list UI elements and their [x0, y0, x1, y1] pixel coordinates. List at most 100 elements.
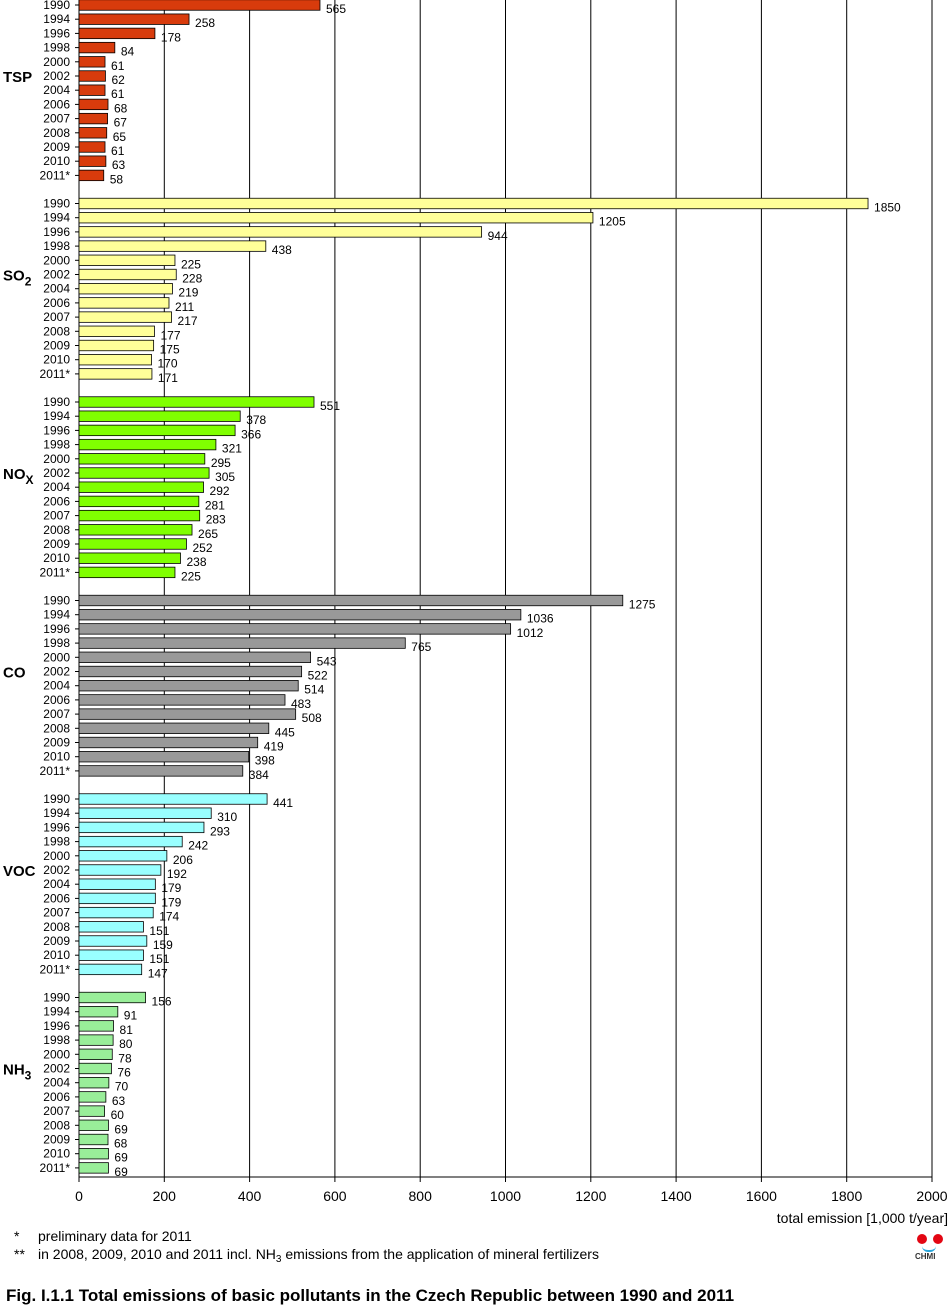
bar-co [78, 680, 299, 692]
year-label: 2010 [43, 154, 70, 168]
bar-value-label: 283 [206, 513, 226, 527]
bar-value-label: 61 [111, 87, 125, 101]
year-label: 2002 [43, 466, 70, 480]
bar-value-label: 292 [210, 484, 230, 498]
pollutant-name: SO [3, 268, 25, 285]
year-label: 2009 [43, 1133, 70, 1147]
year-label: 2010 [43, 948, 70, 962]
bar-no [78, 538, 187, 550]
bar-no [78, 524, 193, 536]
year-label: 2008 [43, 126, 70, 140]
year-label: 1990 [43, 594, 70, 608]
year-label: 1994 [43, 211, 70, 225]
year-label: 1996 [43, 1019, 70, 1033]
bar-so [78, 283, 173, 295]
year-label: 1998 [43, 41, 70, 55]
footnote-dstar-pre: in 2008, 2009, 2010 and 2011 incl. NH [38, 1246, 276, 1262]
bar-so [78, 254, 176, 266]
bar-value-label: 178 [161, 30, 181, 44]
bar-value-label: 171 [158, 371, 178, 385]
bar-nh [78, 1006, 119, 1018]
bar-co [78, 665, 303, 678]
year-label: 1998 [43, 239, 70, 253]
bar-value-label: 206 [173, 853, 193, 867]
year-label: 2006 [43, 891, 70, 905]
year-label: 2007 [43, 310, 70, 324]
bar-voc [78, 821, 205, 834]
footnote-preliminary: * preliminary data for 2011 [14, 1228, 192, 1244]
year-label: 2011* [40, 962, 71, 976]
bar-value-label: 1275 [629, 598, 656, 612]
bar-tsp [78, 84, 106, 96]
bar-value-label: 310 [217, 810, 237, 824]
bar-value-label: 514 [304, 683, 324, 697]
bar-so [78, 354, 152, 366]
bar-voc [78, 850, 168, 862]
bar-value-label: 1850 [874, 201, 901, 215]
bar-tsp [78, 98, 109, 111]
bar-value-label: 265 [198, 527, 218, 541]
bar-value-label: 211 [175, 300, 194, 314]
bar-so [78, 339, 155, 352]
bar-nh [78, 1062, 112, 1075]
bar-nh [78, 1020, 114, 1032]
bar-value-label: 1012 [517, 626, 544, 640]
bar-value-label: 242 [188, 839, 208, 853]
bar-value-label: 61 [111, 144, 125, 158]
bar-value-label: 69 [114, 1165, 128, 1179]
x-axis-title: total emission [1,000 t/year] [777, 1210, 948, 1226]
year-label: 1994 [43, 1005, 70, 1019]
bar-nh [78, 991, 146, 1004]
year-label: 2004 [43, 282, 70, 296]
bar-voc [78, 892, 156, 905]
bar-value-label: 170 [158, 357, 178, 371]
bar-value-label: 551 [320, 399, 340, 413]
bar-value-label: 177 [160, 328, 180, 342]
x-tick-label: 1000 [490, 1188, 521, 1204]
year-label: 1998 [43, 438, 70, 452]
footnote-star-text: preliminary data for 2011 [38, 1228, 192, 1244]
bar-value-label: 147 [148, 966, 168, 980]
bar-value-label: 1036 [527, 612, 554, 626]
bar-value-label: 225 [181, 569, 201, 583]
pollutant-label: SO2 [3, 268, 32, 289]
year-label: 2000 [43, 849, 70, 863]
x-tick-label: 400 [238, 1188, 262, 1204]
bar-nh [78, 1105, 105, 1117]
year-label: 2011* [40, 565, 71, 579]
bar-value-label: 258 [195, 16, 215, 30]
bar-nh [78, 1077, 110, 1089]
bar-value-label: 192 [167, 867, 187, 881]
year-label: 2009 [43, 537, 70, 551]
pollutant-subscript: 2 [25, 275, 32, 289]
bar-co [78, 708, 297, 720]
bar-value-label: 84 [121, 45, 135, 59]
bar-value-label: 1205 [599, 215, 626, 229]
bar-voc [78, 835, 183, 848]
bar-co [78, 651, 311, 663]
pollutant-name: VOC [3, 863, 36, 880]
bar-value-label: 483 [291, 697, 311, 711]
bar-co [78, 694, 286, 706]
year-label: 2007 [43, 707, 70, 721]
bar-value-label: 159 [153, 938, 173, 952]
logo-text: CHMI [915, 1252, 936, 1261]
bar-so [78, 197, 869, 210]
year-label: 2010 [43, 551, 70, 565]
year-label: 1994 [43, 12, 70, 26]
bar-so [78, 240, 267, 252]
bar-no [78, 552, 181, 564]
bar-co [78, 637, 406, 649]
bar-value-label: 151 [149, 924, 169, 938]
bar-so [78, 325, 155, 337]
x-tick-label: 1800 [831, 1188, 862, 1204]
bar-value-label: 508 [302, 711, 322, 725]
year-label: 2004 [43, 877, 70, 891]
bar-voc [78, 963, 143, 976]
bar-value-label: 179 [161, 895, 181, 909]
bar-voc [78, 793, 268, 805]
year-label: 2006 [43, 693, 70, 707]
year-label: 2007 [43, 906, 70, 920]
pollutant-label: NOX [3, 466, 34, 487]
year-label: 1996 [43, 225, 70, 239]
